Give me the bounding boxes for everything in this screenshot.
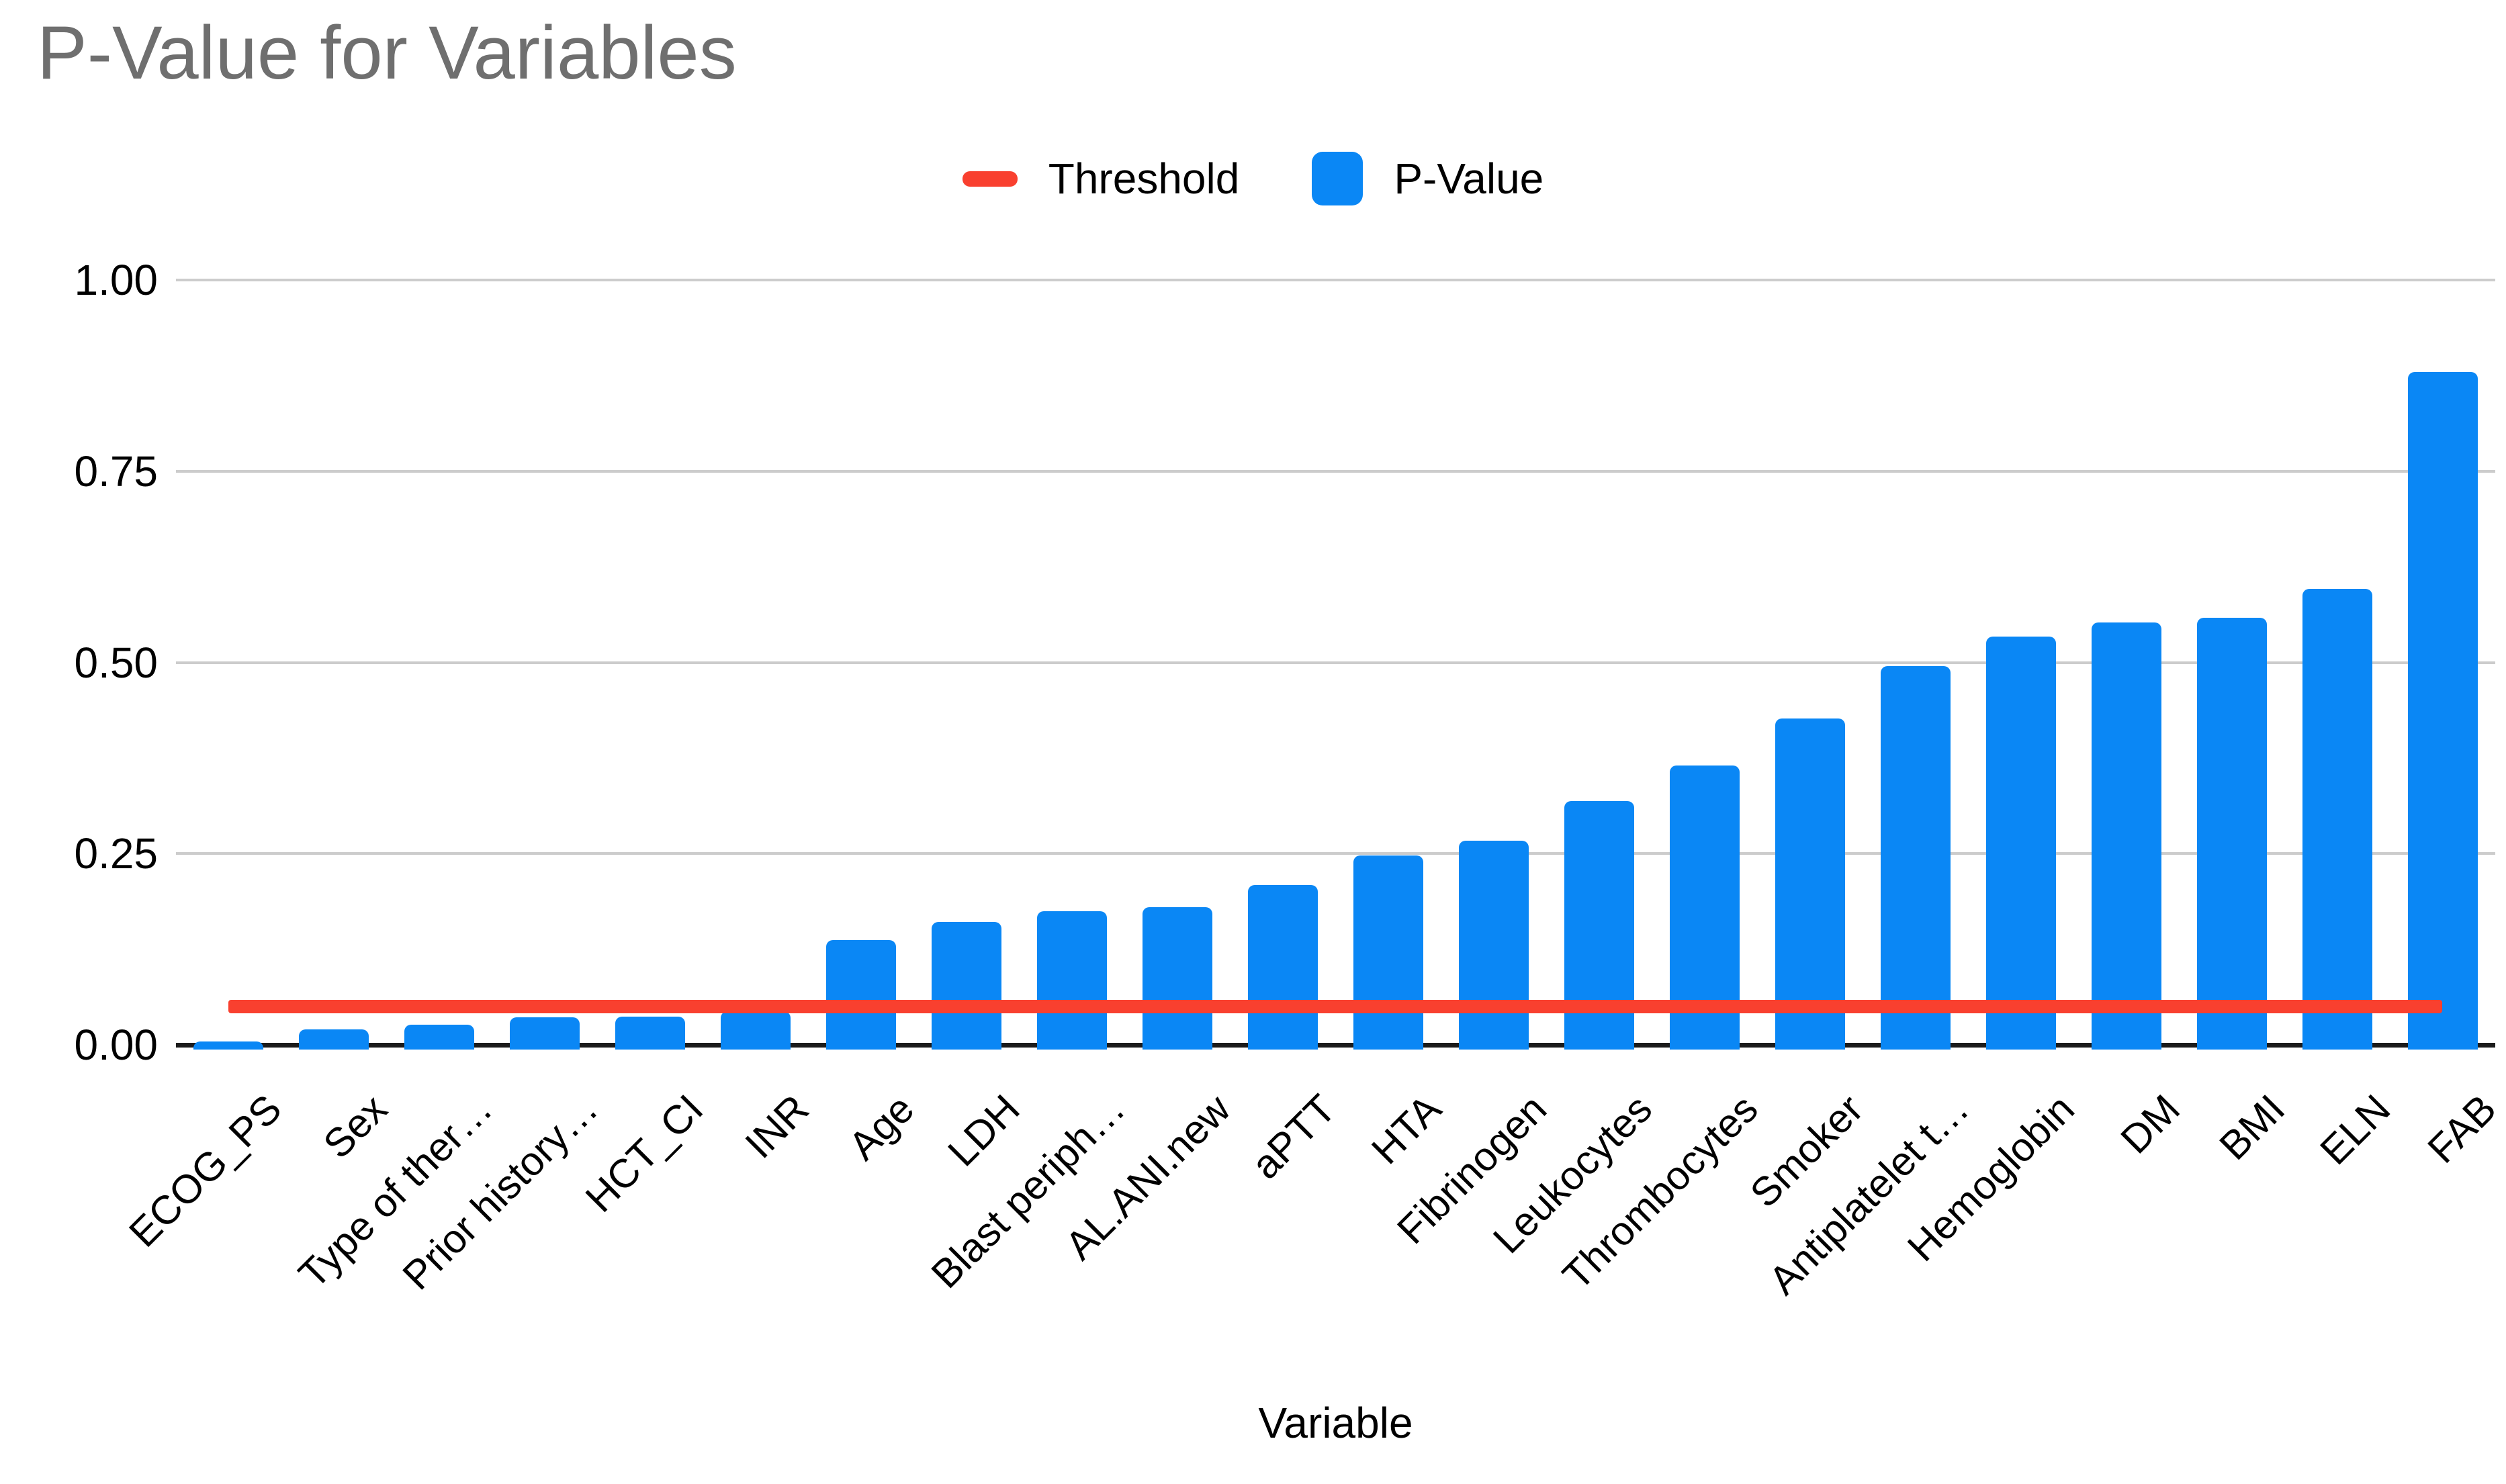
gridline-0.50 [176, 661, 2495, 664]
y-tick-label: 0.75 [74, 447, 158, 496]
legend-item-threshold[interactable]: Threshold [962, 154, 1240, 203]
bar-ECOG_PS[interactable] [193, 1041, 263, 1050]
x-tick-label: FAB [2419, 1086, 2505, 1172]
gridline-0.75 [176, 469, 2495, 473]
y-tick-label: 1.00 [74, 256, 158, 304]
bar-AL.ANI.new[interactable] [1143, 907, 1212, 1050]
chart-title: P-Value for Variables [37, 11, 737, 95]
x-tick-label: HCT_CI [577, 1086, 712, 1221]
gridline-0.25 [176, 852, 2495, 855]
y-tick-label: 0.00 [74, 1021, 158, 1069]
threshold-line[interactable] [228, 1000, 2442, 1013]
y-tick-label: 0.25 [74, 829, 158, 878]
bar-LDH[interactable] [932, 922, 1001, 1050]
gridline-1.00 [176, 279, 2495, 281]
x-axis-line [176, 1043, 2495, 1048]
bar-Age[interactable] [826, 940, 896, 1050]
x-tick-label: DM [2112, 1086, 2188, 1162]
x-tick-label: ELN [2311, 1086, 2399, 1174]
x-tick-label: HTA [1363, 1086, 1450, 1173]
bar-Smoker[interactable] [1775, 718, 1845, 1050]
bar-Type of ther…[interactable] [404, 1025, 474, 1050]
bar-aPTT[interactable] [1248, 885, 1318, 1050]
bar-DM[interactable] [2092, 622, 2161, 1050]
y-tick-label: 0.50 [74, 638, 158, 687]
x-axis-title: Variable [1258, 1399, 1413, 1447]
legend-item-pvalue[interactable]: P-Value [1312, 152, 1543, 205]
bar-FAB[interactable] [2408, 372, 2478, 1050]
bar-Fibrinogen[interactable] [1459, 841, 1529, 1050]
x-tick-label: LDH [939, 1086, 1028, 1175]
threshold-line-swatch [962, 171, 1018, 187]
bar-HCT_CI[interactable] [615, 1017, 685, 1050]
legend-label-threshold: Threshold [1048, 154, 1240, 203]
x-tick-label: ECOG_PS [120, 1086, 290, 1256]
bar-Antiplatelet t…[interactable] [1881, 666, 1951, 1050]
x-tick-label: BMI [2210, 1086, 2294, 1169]
legend-label-pvalue: P-Value [1394, 154, 1544, 203]
bar-Blast periph…[interactable] [1037, 911, 1107, 1050]
legend: Threshold P-Value [0, 152, 2506, 205]
x-tick-label: Age [840, 1086, 923, 1169]
bar-Hemoglobin[interactable] [1986, 637, 2056, 1050]
pvalue-bar-swatch [1312, 152, 1363, 205]
x-tick-label: INR [736, 1086, 817, 1167]
bar-BMI[interactable] [2197, 618, 2267, 1050]
x-tick-label: aPTT [1243, 1086, 1345, 1188]
bar-HTA[interactable] [1353, 855, 1423, 1050]
bar-Prior history…[interactable] [510, 1017, 580, 1050]
x-tick-label: Thrombocytes [1554, 1086, 1766, 1299]
bar-Sex[interactable] [299, 1029, 369, 1050]
bar-INR[interactable] [721, 1011, 791, 1050]
bar-ELN[interactable] [2302, 589, 2372, 1050]
x-tick-label: Prior history… [394, 1086, 607, 1299]
x-tick-label: Sex [314, 1086, 396, 1167]
